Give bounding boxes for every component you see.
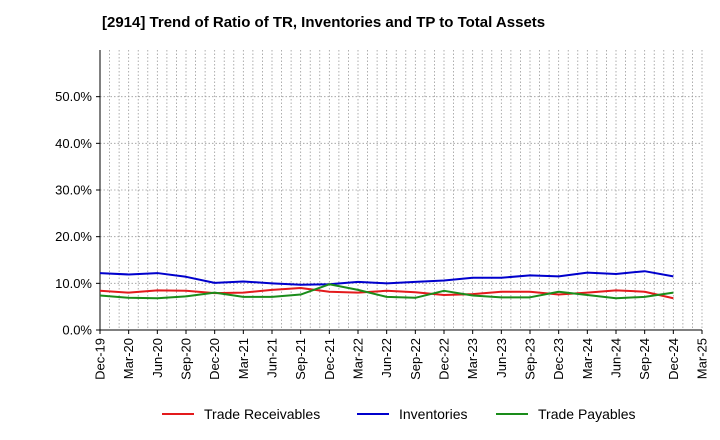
x-tick-label: Dec-19 [93,338,108,380]
legend-swatch [162,413,194,415]
x-tick-label: Sep-24 [637,338,652,380]
x-tick-label: Sep-23 [523,338,538,380]
legend-item-trade-receivables: Trade Receivables [162,406,320,422]
legend-label: Trade Payables [538,406,636,422]
y-tick-label: 20.0% [55,229,92,244]
x-tick-label: Dec-23 [551,338,566,380]
x-tick-label: Mar-22 [351,338,366,379]
x-tick-label: Jun-20 [150,338,165,378]
x-tick-label: Sep-20 [179,338,194,380]
x-tick-label: Mar-24 [580,338,595,379]
x-tick-label: Mar-20 [121,338,136,379]
x-tick-label: Sep-22 [408,338,423,380]
legend-item-inventories: Inventories [357,406,467,422]
legend-label: Trade Receivables [204,406,321,422]
x-tick-label: Jun-22 [379,338,394,378]
x-tick-label: Jun-21 [265,338,280,378]
y-tick-label: 0.0% [62,323,92,338]
legend-item-trade-payables: Trade Payables [496,406,636,422]
legend-label: Inventories [399,406,468,422]
series-line-inventories [99,270,674,286]
x-tick-label: Dec-22 [437,338,452,380]
y-tick-label: 30.0% [55,183,92,198]
legend-swatch [357,413,389,415]
x-tick-label: Dec-24 [666,338,681,380]
y-tick-label: 40.0% [55,136,92,151]
series-line-trade-payables [99,283,674,300]
x-tick-label: Mar-23 [465,338,480,379]
y-tick-label: 50.0% [55,89,92,104]
x-tick-label: Mar-21 [236,338,251,379]
x-tick-label: Dec-20 [207,338,222,380]
x-tick-label: Jun-23 [494,338,509,378]
legend-swatch [496,413,528,415]
x-tick-label: Dec-21 [322,338,337,380]
x-tick-label: Sep-21 [293,338,308,380]
x-tick-label: Jun-24 [609,338,624,378]
y-tick-label: 10.0% [55,276,92,291]
legend: Trade Receivables Inventories Trade Payabl… [0,400,720,428]
chart-title: [2914] Trend of Ratio of TR, Inventories… [102,14,546,31]
x-tick-label: Mar-25 [695,338,710,379]
